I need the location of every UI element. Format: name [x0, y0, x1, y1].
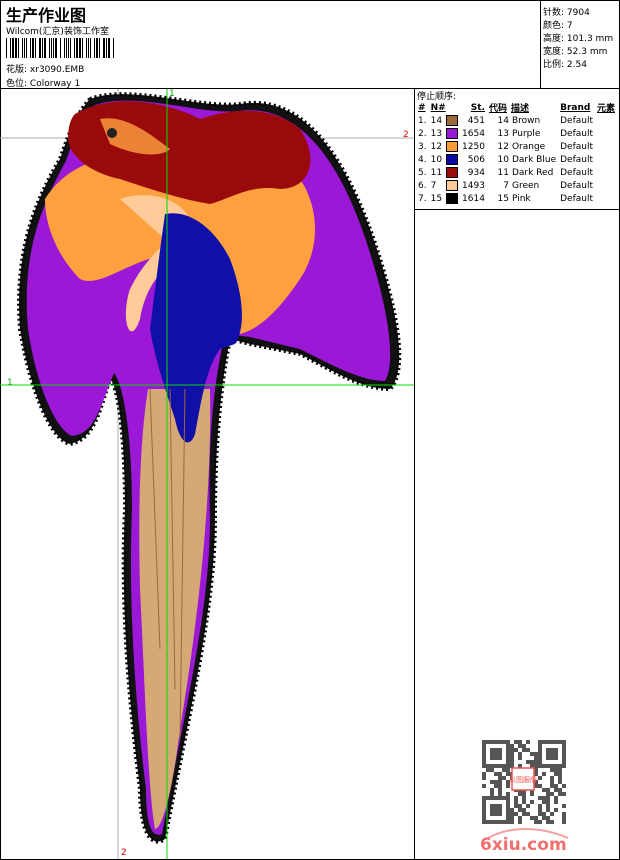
needle-number: 7 — [430, 180, 437, 191]
stitch-count: 934 — [467, 167, 485, 178]
barcode — [6, 38, 114, 58]
design-value: xr3090.EMB — [29, 65, 85, 75]
table-row: 4. 10 506 10 Dark Blue Default — [416, 153, 617, 166]
color-description: Purple — [511, 128, 541, 139]
stop-sequence-title: 停止顺序: — [417, 92, 457, 102]
brand: Default — [560, 180, 593, 191]
color-swatch — [444, 179, 460, 192]
watermark-text: 6xiu.com — [480, 835, 567, 855]
watermark-stamp — [511, 767, 535, 791]
column-header: # — [418, 102, 426, 113]
parrot-embroidery — [17, 92, 402, 844]
column-header: 代码 — [488, 104, 507, 114]
needle-number: 15 — [430, 193, 443, 204]
brand: Default — [560, 115, 593, 126]
color-swatch — [444, 166, 460, 179]
color-code: 14 — [497, 115, 509, 126]
stitch-count: 1614 — [462, 193, 485, 204]
color-code: 13 — [497, 128, 509, 139]
table-row: 1. 14 451 14 Brown Default — [416, 114, 617, 127]
color-swatch — [444, 114, 460, 127]
table-row: 2. 13 1654 13 Purple Default — [416, 127, 617, 140]
row-index: 4. — [418, 154, 427, 165]
info-scale: 比例: 2.54 — [543, 60, 587, 70]
needle-number: 10 — [430, 154, 443, 165]
guide-label-vertical-2: 2 — [121, 848, 127, 858]
guide-label-horizontal-2: 2 — [403, 130, 409, 140]
color-description: Brown — [511, 115, 541, 126]
column-header: N# — [430, 102, 446, 113]
color-description: Pink — [511, 193, 531, 204]
needle-number: 14 — [430, 115, 443, 126]
color-description: Green — [511, 180, 540, 191]
watermark-qr: 以图服版 6xiu.com — [480, 740, 569, 855]
brand: Default — [560, 128, 593, 139]
table-row: 7. 15 1614 15 Pink Default — [416, 192, 617, 205]
company-name: Wilcom(汇京)装饰工作室 — [6, 27, 109, 37]
page-title: 生产作业图 — [6, 6, 87, 25]
row-index: 7. — [418, 193, 427, 204]
row-index: 5. — [418, 167, 427, 178]
row-index: 3. — [418, 141, 427, 152]
brand: Default — [560, 154, 593, 165]
color-swatch — [444, 192, 460, 205]
stitch-count: 506 — [467, 154, 485, 165]
color-code: 11 — [497, 167, 509, 178]
info-colors: 颜色: 7 — [543, 21, 573, 31]
color-description: Dark Blue — [511, 154, 557, 165]
column-header: 描述 — [510, 104, 529, 114]
colorway-value: Colorway 1 — [29, 79, 81, 89]
column-header: 元素 — [597, 104, 616, 114]
color-swatch — [444, 140, 460, 153]
guide-label-horizontal-1: 1 — [7, 378, 13, 388]
brand: Default — [560, 193, 593, 204]
colorway-label: 色位: — [6, 79, 28, 89]
design-file: 花版: xr3090.EMB — [6, 62, 84, 75]
color-description: Dark Red — [511, 167, 554, 178]
needle-number: 11 — [430, 167, 443, 178]
colorway: 色位: Colorway 1 — [6, 76, 80, 89]
column-header: St. — [470, 102, 485, 113]
color-code: 7 — [503, 180, 509, 191]
embroidery-design-canvas: 1 1 2 2 — [0, 89, 414, 859]
row-index: 6. — [418, 180, 427, 191]
color-code: 15 — [497, 193, 509, 204]
row-index: 1. — [418, 115, 427, 126]
color-sequence-table: # N# St. 代码 描述 Brand 元素 1. 14 451 14 Brown Default 2… — [416, 101, 617, 205]
info-width: 宽度: 52.3 mm — [543, 47, 608, 57]
info-height: 高度: 101.3 mm — [543, 34, 614, 44]
needle-number: 12 — [430, 141, 443, 152]
color-description: Orange — [511, 141, 546, 152]
stitch-count: 451 — [467, 115, 485, 126]
color-swatch — [444, 127, 460, 140]
column-header: Brand — [560, 102, 591, 113]
watermark-stamp-text: 以图服版 — [509, 775, 537, 784]
row-index: 2. — [418, 128, 427, 139]
stitch-count: 1493 — [462, 180, 485, 191]
table-row: 6. 7 1493 7 Green Default — [416, 179, 617, 192]
color-code: 12 — [497, 141, 509, 152]
stitch-count: 1250 — [462, 141, 485, 152]
color-code: 10 — [497, 154, 509, 165]
brand: Default — [560, 141, 593, 152]
color-swatch — [444, 153, 460, 166]
guide-label-vertical-1: 1 — [169, 89, 175, 99]
design-label: 花版: — [6, 65, 28, 75]
stitch-count: 1654 — [462, 128, 485, 139]
needle-number: 13 — [430, 128, 443, 139]
brand: Default — [560, 167, 593, 178]
info-stitches: 针数: 7904 — [543, 8, 590, 18]
table-row: 5. 11 934 11 Dark Red Default — [416, 166, 617, 179]
table-row: 3. 12 1250 12 Orange Default — [416, 140, 617, 153]
